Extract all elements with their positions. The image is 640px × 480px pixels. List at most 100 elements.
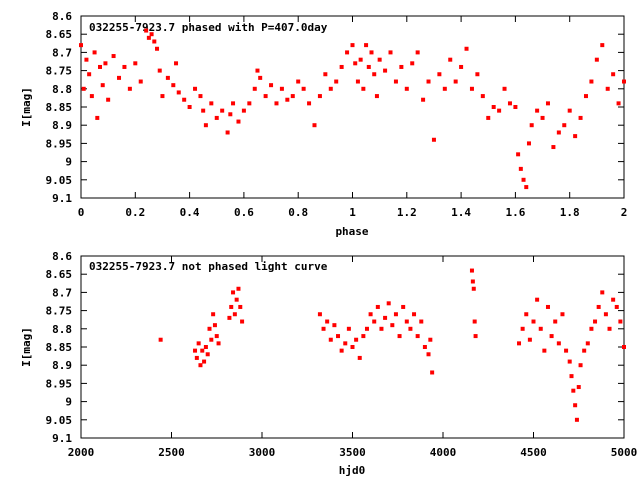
- unphased-data-point: [231, 290, 236, 295]
- phased-data-point: [220, 108, 225, 113]
- phased-data-point: [404, 86, 409, 91]
- unphased-data-point: [390, 323, 395, 328]
- phased-data-point: [529, 123, 534, 128]
- unphased-data-point: [622, 345, 626, 349]
- unphased-data-point: [517, 341, 522, 346]
- phased-data-point: [174, 61, 179, 66]
- phased-data-point: [312, 123, 317, 128]
- phased-x-axis-label: phase: [335, 225, 368, 238]
- phased-data-point: [573, 134, 578, 139]
- unphased-data-point: [332, 323, 337, 328]
- unphased-y-tick-label: 9: [65, 396, 72, 409]
- unphased-data-point: [212, 323, 217, 328]
- unphased-x-tick-label: 2000: [68, 446, 95, 459]
- phased-data-point: [516, 152, 521, 157]
- unphased-data-point: [209, 337, 214, 342]
- phased-data-point: [225, 130, 230, 135]
- phased-data-point: [255, 68, 260, 73]
- unphased-y-tick-label: 8.6: [52, 250, 72, 263]
- unphased-data-point: [158, 337, 163, 342]
- phased-y-tick-label: 8.7: [52, 46, 72, 59]
- phased-data-point: [79, 43, 83, 48]
- phased-data-point: [127, 86, 132, 91]
- unphased-data-point: [193, 348, 198, 353]
- phased-x-tick-label: 0.4: [180, 206, 200, 219]
- phased-data-point: [540, 115, 545, 120]
- unphased-y-tick-label: 8.65: [46, 268, 73, 281]
- unphased-data-point: [419, 319, 424, 324]
- phased-y-tick-label: 9.05: [46, 174, 73, 187]
- unphased-data-point: [238, 304, 243, 309]
- phased-data-point: [486, 115, 491, 120]
- unphased-data-point: [538, 326, 543, 331]
- phased-data-point: [567, 108, 572, 113]
- phased-data-point: [231, 101, 236, 106]
- phased-data-point: [600, 43, 605, 48]
- unphased-data-point: [611, 297, 616, 302]
- phased-data-point: [578, 115, 583, 120]
- unphased-data-point: [542, 348, 547, 353]
- unphased-data-point: [214, 334, 219, 339]
- phased-data-point: [616, 101, 621, 106]
- phased-x-tick-label: 0.2: [125, 206, 145, 219]
- phased-data-point: [535, 108, 540, 113]
- unphased-data-point: [216, 341, 221, 346]
- unphased-data-point: [401, 304, 406, 309]
- phased-data-point: [247, 101, 252, 106]
- phased-data-point: [399, 64, 404, 69]
- unphased-data-point: [375, 304, 380, 309]
- phased-x-tick-label: 0.8: [288, 206, 308, 219]
- phased-data-point: [133, 61, 138, 66]
- phased-data-point: [502, 86, 507, 91]
- phased-y-tick-label: 8.6: [52, 10, 72, 23]
- phased-data-point: [155, 46, 160, 51]
- unphased-data-point: [379, 326, 384, 331]
- phased-data-point: [296, 79, 301, 84]
- phased-data-point: [252, 86, 257, 91]
- unphased-data-point: [232, 312, 237, 317]
- phased-data-point: [469, 86, 474, 91]
- unphased-data-point: [339, 348, 344, 353]
- phased-data-point: [138, 79, 143, 84]
- phased-data-point: [366, 64, 371, 69]
- unphased-data-point: [556, 341, 561, 346]
- phased-y-tick-label: 8.95: [46, 137, 73, 150]
- unphased-data-point: [412, 312, 417, 317]
- phased-data-point: [201, 108, 206, 113]
- unphased-data-point: [472, 319, 477, 324]
- phased-data-point: [182, 97, 187, 102]
- phased-data-point: [437, 72, 442, 77]
- phased-data-point: [209, 101, 214, 106]
- unphased-data-point: [361, 334, 366, 339]
- unphased-data-point: [585, 341, 590, 346]
- unphased-data-point: [603, 312, 608, 317]
- unphased-y-axis-label: I[mag]: [20, 327, 33, 367]
- phased-data-point: [350, 43, 355, 48]
- phased-data-point: [611, 72, 616, 77]
- unphased-data-point: [571, 388, 576, 393]
- phased-data-point: [193, 86, 198, 91]
- phased-data-point: [258, 75, 263, 80]
- unphased-data-point: [545, 304, 550, 309]
- phased-data-point: [605, 86, 610, 91]
- unphased-data-point: [196, 341, 201, 346]
- phased-data-point: [388, 50, 393, 55]
- phased-data-point: [383, 68, 388, 73]
- unphased-data-point: [415, 334, 420, 339]
- phased-data-point: [95, 115, 100, 120]
- unphased-light-curve-panel: 032255-7923.7 not phased light curve hjd…: [20, 250, 637, 477]
- unphased-data-point: [408, 326, 413, 331]
- unphased-data-point: [470, 279, 475, 284]
- unphased-data-point: [614, 304, 619, 309]
- phased-data-point: [372, 72, 377, 77]
- unphased-data-point: [531, 319, 536, 324]
- phased-data-point: [594, 57, 599, 62]
- unphased-y-tick-label: 8.8: [52, 323, 72, 336]
- phased-data-point: [203, 123, 208, 128]
- phased-chart-title: 032255-7923.7 phased with P=407.0day: [89, 21, 328, 34]
- phased-data-point: [89, 94, 94, 99]
- unphased-data-point: [576, 385, 581, 390]
- phased-data-point: [475, 72, 480, 77]
- unphased-y-tick-label: 8.7: [52, 286, 72, 299]
